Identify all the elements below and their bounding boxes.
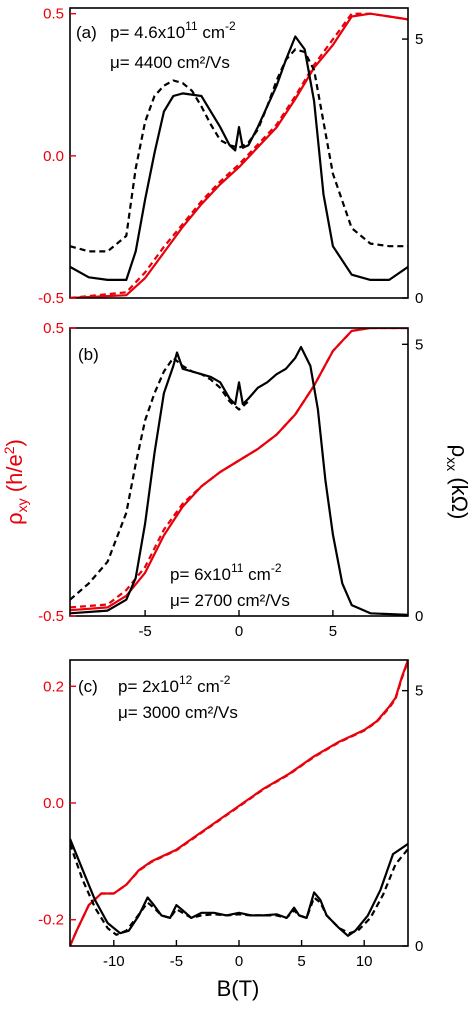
series-rxx_dashed: [70, 356, 250, 601]
x-tick-label: 0: [235, 623, 243, 640]
left-axis-label: ρxy (h/e2): [1, 439, 30, 525]
x-axis-label: B(T): [217, 976, 260, 1001]
density-exponent: 12: [179, 673, 193, 687]
panel-label: (c): [78, 677, 98, 696]
left-tick-label: -0.2: [38, 912, 64, 929]
right-tick-label: 5: [415, 336, 423, 353]
panel-label: (b): [78, 345, 99, 364]
panel-2: -0.2 0.0 0.2 0 5 -10 -5 0 5 10 (c) p= 2x1012 cm-2 μ=…: [38, 659, 423, 970]
x-tick-label: -5: [170, 953, 183, 970]
density-annotation: p= 6x1011 cm-2: [170, 561, 282, 584]
left-tick-label: -0.5: [38, 290, 64, 307]
mobility-annotation: μ= 2700 cm²/Vs: [170, 591, 290, 610]
left-tick-label: 0.5: [43, 320, 64, 337]
right-axis-label: ρxx (kΩ): [444, 445, 472, 520]
density-unit-exponent: -2: [271, 561, 282, 575]
density-annotation: p= 4.6x1011 cm-2: [110, 19, 236, 42]
series-rxx_dashed: [70, 48, 408, 253]
series-rxy_solid: [70, 12, 408, 298]
x-tick-label: 0: [235, 953, 243, 970]
x-tick-label: -10: [103, 953, 125, 970]
x-tick-label: 5: [297, 953, 305, 970]
plot-frame: [69, 7, 409, 299]
series-rxx_solid: [70, 35, 408, 281]
series-rxy_dashed: [70, 12, 408, 298]
panel-label: (a): [76, 23, 97, 42]
series-rxy_dashed: [70, 660, 408, 946]
mobility-annotation: μ= 3000 cm²/Vs: [118, 703, 238, 722]
left-tick-label: 0.5: [43, 6, 64, 23]
series-rxx_dashed: [70, 843, 408, 936]
left-tick-label: 0.0: [43, 795, 64, 812]
left-tick-label: -0.5: [38, 608, 64, 625]
left-tick-label: 0.0: [43, 148, 64, 165]
left-tick-label: 0.2: [43, 678, 64, 695]
panel-0: -0.5 0.0 0.5 0 5 (a) p= 4.6x1011 cm-2 μ= 4400 c…: [38, 6, 423, 307]
x-tick-label: 10: [356, 953, 373, 970]
right-tick-label: 0: [415, 608, 423, 625]
density-unit: cm: [192, 677, 219, 696]
density-value: p= 6x10: [170, 565, 231, 584]
density-unit-exponent: -2: [220, 673, 231, 687]
right-tick-label: 5: [415, 683, 423, 700]
density-value: p= 2x10: [118, 677, 179, 696]
density-annotation: p= 2x1012 cm-2: [118, 673, 231, 696]
density-exponent: 11: [231, 561, 244, 575]
density-unit: cm: [243, 565, 270, 584]
density-unit: cm: [198, 23, 225, 42]
right-tick-label: 0: [415, 938, 423, 955]
x-tick-label: -5: [138, 623, 151, 640]
density-value: p= 4.6x10: [110, 23, 185, 42]
right-tick-label: 5: [415, 31, 423, 48]
panels-group: -0.50.00.505(a) p= 4.6x1011 cm-2μ= 4400 c…: [38, 6, 423, 970]
series-rxx_solid: [70, 345, 408, 616]
series-rxy_dashed: [70, 328, 408, 609]
panel-1: -0.5 0.5 0 5 -5 0 5 (b) p= 6x1011 cm-2 μ= 2700 cm…: [38, 320, 423, 640]
x-tick-label: 5: [329, 623, 337, 640]
density-unit-exponent: -2: [225, 19, 236, 33]
right-tick-label: 0: [415, 290, 423, 307]
mobility-annotation: μ= 4400 cm²/Vs: [110, 53, 230, 72]
density-exponent: 11: [185, 19, 198, 33]
